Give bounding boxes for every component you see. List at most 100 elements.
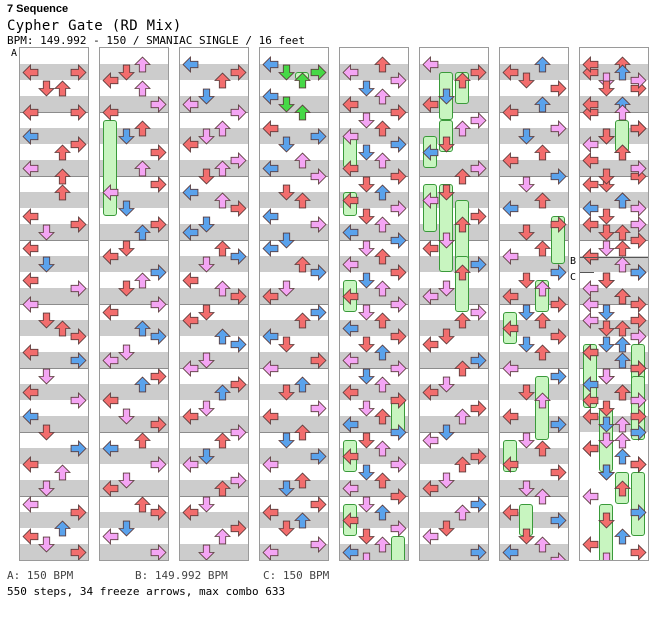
right-arrow-note	[230, 472, 247, 489]
down-arrow-note	[118, 128, 135, 145]
down-arrow-note	[438, 88, 455, 105]
down-arrow-note	[518, 128, 535, 145]
right-arrow-note	[470, 400, 487, 417]
right-arrow-note	[470, 496, 487, 513]
left-arrow-note	[262, 56, 279, 73]
chart-column-4	[259, 47, 329, 561]
down-arrow-note	[358, 432, 375, 449]
chart-column-5	[339, 47, 409, 561]
measure-line	[500, 176, 568, 177]
measure-line	[500, 112, 568, 113]
left-arrow-note	[342, 64, 359, 81]
down-arrow-note	[358, 80, 375, 97]
down-arrow-note	[38, 80, 55, 97]
measure-line	[500, 368, 568, 369]
right-arrow-note	[150, 296, 167, 313]
right-arrow-note	[70, 352, 87, 369]
left-arrow-note	[102, 184, 119, 201]
down-arrow-note	[438, 424, 455, 441]
beat-stripe	[260, 384, 328, 400]
measure-line	[20, 240, 88, 241]
left-arrow-note	[422, 336, 439, 353]
up-arrow-note	[294, 376, 311, 393]
beat-stripe	[20, 96, 88, 112]
left-arrow-note	[342, 224, 359, 241]
beat-stripe	[420, 320, 488, 336]
left-arrow-note	[502, 248, 519, 265]
right-arrow-note	[390, 200, 407, 217]
measure-line	[180, 432, 248, 433]
down-arrow-note	[278, 336, 295, 353]
down-arrow-note	[598, 464, 615, 481]
measure-line	[340, 112, 408, 113]
right-arrow-note	[550, 120, 567, 137]
down-arrow-note	[38, 424, 55, 441]
bpm-marker-a: A	[11, 48, 18, 59]
left-arrow-note	[22, 344, 39, 361]
up-arrow-note	[614, 192, 631, 209]
right-arrow-note	[470, 544, 487, 560]
left-arrow-note	[262, 544, 279, 560]
up-arrow-note	[374, 152, 391, 169]
down-arrow-note	[358, 144, 375, 161]
bpm-marker-c: C	[570, 272, 577, 283]
right-arrow-note	[630, 328, 647, 345]
up-arrow-note	[214, 160, 231, 177]
right-arrow-note	[150, 416, 167, 433]
right-arrow-note	[150, 544, 167, 560]
measure-line	[260, 496, 328, 497]
right-arrow-note	[390, 296, 407, 313]
up-arrow-note	[214, 384, 231, 401]
left-arrow-note	[582, 56, 599, 73]
right-arrow-note	[310, 448, 327, 465]
left-arrow-note	[102, 304, 119, 321]
up-arrow-note	[614, 336, 631, 353]
down-arrow-note	[438, 136, 455, 153]
left-arrow-note	[22, 272, 39, 289]
up-arrow-note	[374, 312, 391, 329]
song-title: Cypher Gate (RD Mix)	[7, 18, 182, 34]
down-arrow-note	[518, 336, 535, 353]
up-arrow-note	[614, 104, 631, 121]
left-arrow-note	[262, 240, 279, 257]
left-arrow-note	[342, 192, 359, 209]
down-arrow-note	[118, 408, 135, 425]
bpm-legend-c: C: 150 BPM	[263, 569, 330, 582]
up-arrow-note	[454, 408, 471, 425]
right-arrow-note	[390, 424, 407, 441]
left-arrow-note	[22, 496, 39, 513]
left-arrow-note	[182, 224, 199, 241]
right-arrow-note	[390, 136, 407, 153]
right-arrow-note	[230, 424, 247, 441]
up-arrow-note	[54, 464, 71, 481]
measure-line	[180, 496, 248, 497]
right-arrow-note	[150, 96, 167, 113]
right-arrow-note	[70, 440, 87, 457]
measure-line	[180, 368, 248, 369]
left-arrow-note	[342, 96, 359, 113]
up-arrow-note	[534, 488, 551, 505]
beat-stripe	[100, 384, 168, 400]
beat-stripe	[180, 128, 248, 144]
right-arrow-note	[630, 360, 647, 377]
down-arrow-note	[198, 352, 215, 369]
right-arrow-note	[150, 456, 167, 473]
right-arrow-note	[390, 168, 407, 185]
left-arrow-note	[422, 288, 439, 305]
up-arrow-note	[614, 384, 631, 401]
beat-stripe	[500, 480, 568, 496]
right-arrow-note	[390, 328, 407, 345]
beat-stripe	[20, 320, 88, 336]
left-arrow-note	[262, 160, 279, 177]
right-arrow-note	[470, 352, 487, 369]
measure-line	[100, 432, 168, 433]
measure-line	[100, 112, 168, 113]
left-arrow-note	[262, 88, 279, 105]
chart-column-8	[579, 47, 649, 561]
up-arrow-note	[454, 120, 471, 137]
left-arrow-note	[102, 440, 119, 457]
beat-stripe	[500, 96, 568, 112]
beat-stripe	[420, 128, 488, 144]
measure-line	[580, 240, 648, 241]
up-arrow-note	[134, 224, 151, 241]
